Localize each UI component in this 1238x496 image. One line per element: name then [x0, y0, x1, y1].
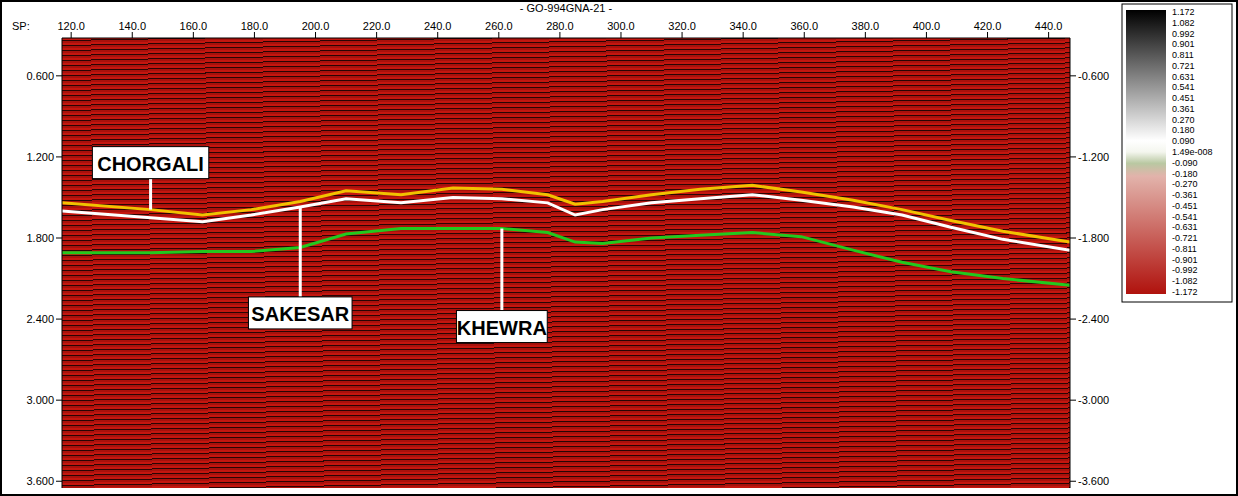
svg-text:0.992: 0.992	[1172, 29, 1195, 39]
svg-text:-0.901: -0.901	[1172, 255, 1198, 265]
svg-text:440.0: 440.0	[1035, 20, 1063, 32]
svg-text:3.000: 3.000	[26, 394, 54, 406]
svg-text:240.0: 240.0	[424, 20, 452, 32]
svg-text:0.090: 0.090	[1172, 136, 1195, 146]
svg-text:360.0: 360.0	[790, 20, 818, 32]
svg-text:0.631: 0.631	[1172, 72, 1195, 82]
svg-text:320.0: 320.0	[668, 20, 696, 32]
svg-text:180.0: 180.0	[241, 20, 269, 32]
svg-text:0.901: 0.901	[1172, 39, 1195, 49]
svg-text:CHORGALI: CHORGALI	[97, 153, 204, 175]
svg-text:0.361: 0.361	[1172, 104, 1195, 114]
svg-text:1.200: 1.200	[26, 151, 54, 163]
svg-text:1.172: 1.172	[1172, 7, 1195, 17]
svg-text:-0.270: -0.270	[1172, 179, 1198, 189]
svg-text:-0.451: -0.451	[1172, 201, 1198, 211]
svg-text:0.180: 0.180	[1172, 125, 1195, 135]
svg-text:-1.082: -1.082	[1172, 276, 1198, 286]
svg-text:0.541: 0.541	[1172, 82, 1195, 92]
svg-text:1.49e-008: 1.49e-008	[1172, 147, 1213, 157]
svg-text:-0.811: -0.811	[1172, 244, 1197, 254]
svg-text:260.0: 260.0	[485, 20, 513, 32]
svg-text:0.721: 0.721	[1172, 61, 1195, 71]
svg-text:160.0: 160.0	[180, 20, 208, 32]
svg-text:220.0: 220.0	[363, 20, 391, 32]
svg-text:-3.000: -3.000	[1078, 394, 1109, 406]
svg-text:-0.600: -0.600	[1078, 70, 1109, 82]
svg-text:-1.172: -1.172	[1172, 287, 1198, 297]
html-text:- GO-994GNA-21 -: - GO-994GNA-21 -	[519, 2, 613, 14]
svg-text:0.600: 0.600	[26, 70, 54, 82]
svg-text:-0.992: -0.992	[1172, 265, 1198, 275]
svg-text:420.0: 420.0	[974, 20, 1002, 32]
svg-text:-0.721: -0.721	[1172, 233, 1198, 243]
svg-text:120.0: 120.0	[57, 20, 85, 32]
svg-text:-1.800: -1.800	[1078, 232, 1109, 244]
svg-text:0.270: 0.270	[1172, 115, 1195, 125]
svg-text:400.0: 400.0	[913, 20, 941, 32]
svg-text:-0.090: -0.090	[1172, 158, 1198, 168]
svg-text:0.451: 0.451	[1172, 93, 1195, 103]
svg-text:-0.180: -0.180	[1172, 169, 1198, 179]
svg-text:380.0: 380.0	[852, 20, 880, 32]
svg-text:KHEWRA: KHEWRA	[457, 317, 547, 339]
svg-text:2.400: 2.400	[26, 313, 54, 325]
svg-text:140.0: 140.0	[118, 20, 146, 32]
svg-text:-0.361: -0.361	[1172, 190, 1198, 200]
svg-text:300.0: 300.0	[607, 20, 635, 32]
svg-text:3.600: 3.600	[26, 475, 54, 487]
svg-text:-0.541: -0.541	[1172, 212, 1198, 222]
svg-text:1.800: 1.800	[26, 232, 54, 244]
svg-text:0.811: 0.811	[1172, 50, 1194, 60]
svg-text:-3.600: -3.600	[1078, 475, 1109, 487]
svg-text:200.0: 200.0	[302, 20, 330, 32]
svg-text:340.0: 340.0	[729, 20, 757, 32]
svg-text:-2.400: -2.400	[1078, 313, 1109, 325]
svg-text:1.082: 1.082	[1172, 18, 1195, 28]
svg-text:280.0: 280.0	[546, 20, 574, 32]
html-text:SP:: SP:	[12, 20, 30, 32]
svg-text:SAKESAR: SAKESAR	[251, 303, 349, 325]
svg-text:-1.200: -1.200	[1078, 151, 1109, 163]
svg-text:-0.631: -0.631	[1172, 222, 1198, 232]
